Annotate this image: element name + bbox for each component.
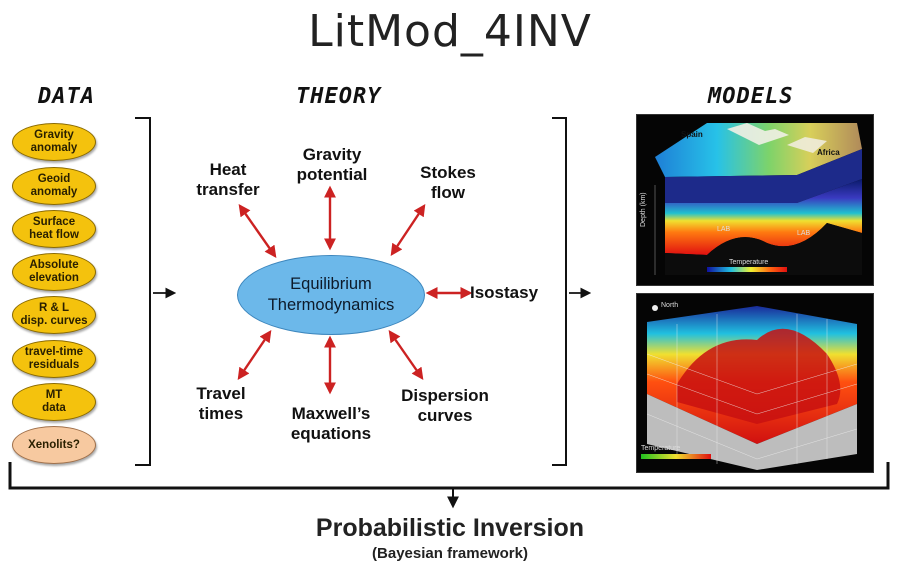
data-item-travel-time-residuals: travel-time residuals [12, 340, 96, 378]
model-3d-iberia-africa: Spain Africa LAB LAB Temperature Depth (… [640, 123, 862, 275]
svg-text:Spain: Spain [681, 130, 703, 139]
svg-text:LAB: LAB [717, 226, 731, 233]
arrow-stokes-flow [390, 204, 426, 256]
data-item-absolute-elevation: Absolute elevation [12, 253, 96, 291]
term-isostasy: Isostasy [470, 283, 539, 302]
data-bracket [135, 117, 151, 466]
svg-text:Temperature: Temperature [729, 259, 768, 266]
data-item-geoid-anomaly: Geoid anomaly [12, 167, 96, 205]
data-item-mt-data: MT data [12, 383, 96, 421]
models-column-heading: MODELS [708, 84, 794, 109]
arrow-travel-times [237, 330, 272, 380]
model-image-bottom: North Temperature [636, 293, 874, 473]
theory-column-heading: THEORY [296, 84, 382, 109]
arrow-heat-transfer [238, 204, 277, 258]
term-dispersion-curves: Dispersion curves [401, 386, 489, 425]
bottom-bracket [8, 462, 890, 490]
term-travel-times: Travel times [196, 384, 246, 423]
term-gravity-potential: Gravity potential [296, 145, 368, 184]
theory-bracket [552, 117, 567, 466]
equilibrium-thermodynamics-ellipse: Equilibrium Thermodynamics [237, 255, 425, 335]
arrow-dispersion [388, 330, 424, 380]
term-maxwell-equations: Maxwell’s equations [290, 404, 372, 443]
model-image-top: Spain Africa LAB LAB Temperature Depth (… [636, 114, 874, 286]
term-heat-transfer: Heat transfer [196, 160, 260, 199]
data-column-heading: DATA [38, 84, 95, 109]
page-title: LitMod_4INV [308, 6, 592, 57]
model-3d-temperature-block: North Temperature [641, 302, 858, 470]
data-item-gravity-anomaly: Gravity anomaly [12, 123, 96, 161]
svg-text:North: North [661, 302, 678, 309]
svg-text:LAB: LAB [797, 230, 811, 237]
data-item-xenolits: Xenolits? [12, 426, 96, 464]
svg-text:Africa: Africa [817, 148, 840, 157]
term-stokes-flow: Stokes flow [420, 163, 476, 202]
svg-text:Depth (km): Depth (km) [640, 192, 647, 227]
data-item-surface-heat-flow: Surface heat flow [12, 210, 96, 248]
svg-text:Temperature: Temperature [641, 445, 680, 452]
probabilistic-inversion-title: Probabilistic Inversion [315, 514, 585, 542]
bayesian-framework-subtitle: (Bayesian framework) [372, 545, 528, 562]
